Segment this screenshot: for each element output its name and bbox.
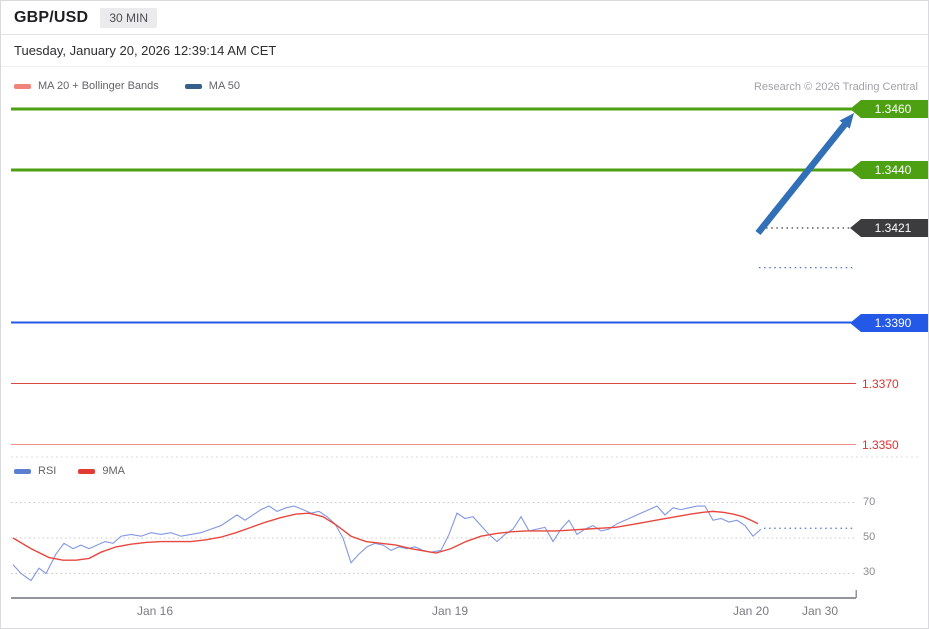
header: GBP/USD 30 MIN — [1, 1, 928, 35]
price-chart-legend: MA 20 + Bollinger Bands MA 50 — [14, 80, 240, 92]
nine-ma-swatch-icon — [78, 468, 96, 474]
resistance-price-tag: 1.3440 — [850, 161, 928, 179]
rsi-axis-tick: 30 — [863, 566, 876, 578]
support-price-label: 1.3370 — [862, 377, 899, 391]
x-axis-label: Jan 20 — [732, 604, 770, 618]
timestamp-line: Tuesday, January 20, 2026 12:39:14 AM CE… — [1, 35, 928, 67]
timeframe-badge: 30 MIN — [100, 7, 157, 28]
legend-label: MA 50 — [208, 80, 240, 92]
legend-label: 9MA — [102, 465, 125, 477]
legend-label: MA 20 + Bollinger Bands — [38, 80, 159, 92]
pivot-price-tag: 1.3390 — [850, 314, 928, 332]
support-price-label: 1.3350 — [862, 438, 899, 452]
ma20-swatch-icon — [14, 83, 31, 89]
rsi-panel-legend: RSI 9MA — [14, 465, 125, 477]
rsi-axis-tick: 70 — [863, 496, 876, 508]
legend-item-rsi: RSI — [14, 465, 56, 477]
resistance-price-tag: 1.3460 — [850, 100, 928, 118]
x-axis-label: Jan 16 — [136, 604, 174, 618]
legend-item-9ma: 9MA — [78, 465, 125, 477]
legend-item-ma50: MA 50 — [184, 80, 240, 92]
legend-label: RSI — [38, 465, 57, 477]
instrument-title: GBP/USD — [14, 8, 89, 26]
attribution-text: Research © 2026 Trading Central — [753, 81, 918, 93]
last-price-tag: 1.3421 — [850, 219, 928, 237]
ma50-swatch-icon — [184, 83, 202, 89]
rsi-axis-tick: 50 — [863, 531, 876, 543]
x-axis-label: Jan 30 — [801, 604, 839, 618]
legend-item-ma20-bollinger: MA 20 + Bollinger Bands — [14, 80, 159, 92]
rsi-swatch-icon — [14, 468, 31, 474]
x-axis-label: Jan 19 — [431, 604, 469, 618]
